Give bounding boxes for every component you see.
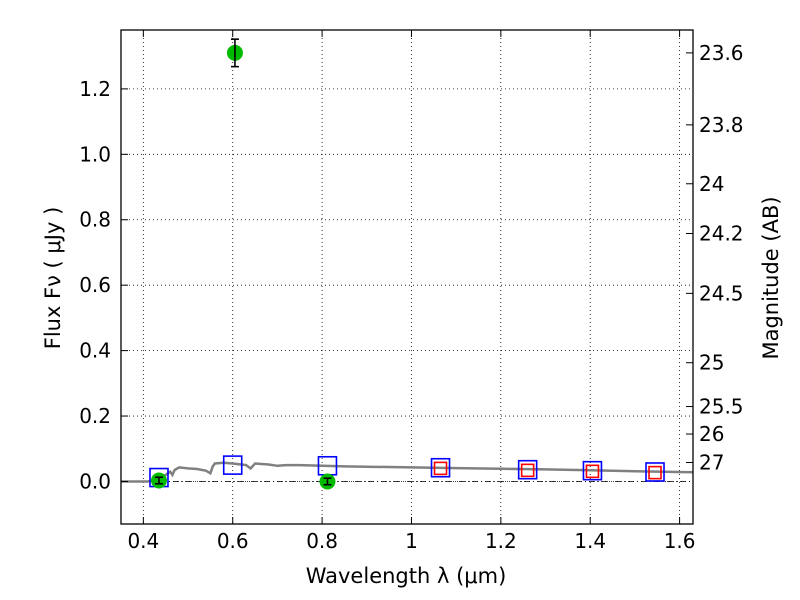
x-tick-label: 1.2 [485,529,517,553]
right-axis-label: Magnitude (AB) [759,196,783,359]
right-tick-label: 25.5 [699,395,744,419]
plot-area [121,38,694,490]
x-tick-label: 1.6 [664,529,696,553]
red-square-marker [585,464,600,479]
x-axis-label: Wavelength λ (μm) [306,564,507,588]
y-tick-label: 0.6 [79,273,111,297]
y-tick-label: 0.8 [79,208,111,232]
right-tick-label: 23.6 [699,41,744,65]
right-tick-label: 26 [699,422,724,446]
blue-square-marker [517,459,538,480]
ticks: 0.4 0.6 0.8 1 1.2 1.4 1.6 0.0 0.2 0.4 0.6 0.8 1.0 1.2… [79,30,744,553]
grid [121,30,693,524]
model-spectrum-line [121,461,694,483]
blue-square-marker [222,455,243,475]
right-tick-label: 24 [699,172,724,196]
x-tick-label: 0.4 [127,529,159,553]
red-square-marker [433,461,448,476]
y-axis-label: Flux Fν ( μJy ) [41,207,65,350]
red-square-marker [520,463,535,478]
y-tick-label: 0.2 [79,404,111,428]
red-square-marker [648,465,662,480]
y-tick-label: 1.2 [79,77,111,101]
x-tick-label: 0.8 [306,529,338,553]
y-tick-label: 0.4 [79,339,111,363]
x-tick-label: 1.4 [574,529,606,553]
x-tick-label: 0.6 [217,529,249,553]
right-tick-label: 25 [699,351,724,375]
blue-square-marker [645,462,665,482]
right-tick-label: 24.5 [699,281,744,305]
right-tick-label: 27 [699,450,724,474]
plot-frame [120,29,694,525]
right-tick-label: 24.2 [699,221,744,245]
y-tick-label: 0.0 [79,469,111,493]
right-tick-label: 23.8 [699,113,744,137]
x-tick-label: 1 [405,529,418,553]
y-tick-label: 1.0 [79,142,111,166]
blue-square-marker [430,457,451,478]
blue-square-marker [582,460,603,481]
